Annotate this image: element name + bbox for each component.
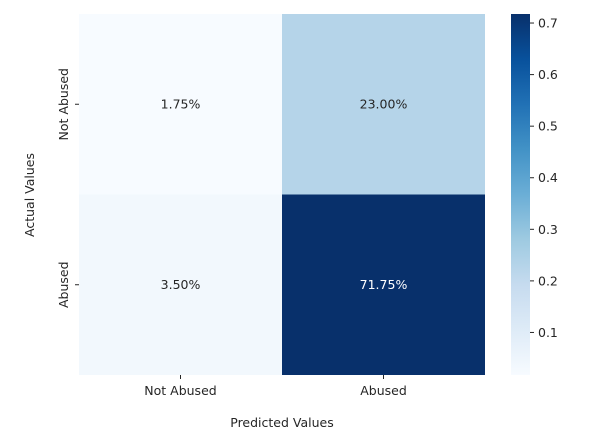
x-axis-ticks: Not Abused Abused <box>144 375 407 398</box>
cell-value-label: 1.75% <box>161 96 201 111</box>
colorbar-tick-label: 0.3 <box>538 222 558 237</box>
colorbar-tick-label: 0.2 <box>538 273 558 288</box>
heatmap-cell <box>79 194 282 375</box>
colorbar <box>511 14 530 375</box>
x-axis-label: Predicted Values <box>230 415 334 430</box>
colorbar-tick-label: 0.1 <box>538 325 558 340</box>
heatmap-cell <box>282 14 485 195</box>
y-axis-ticks: Not Abused Abused <box>56 68 79 308</box>
cell-value-label: 71.75% <box>360 277 408 292</box>
heatmap-cell-labels: 1.75% 23.00% 3.50% 71.75% <box>161 96 408 292</box>
colorbar-ticks: 0.1 0.2 0.3 0.4 0.5 0.6 0.7 <box>530 16 558 340</box>
x-tick-label: Abused <box>360 383 407 398</box>
heatmap-cell <box>282 194 485 375</box>
heatmap-cell <box>79 14 282 195</box>
colorbar-tick-label: 0.4 <box>538 170 558 185</box>
x-tick-label: Not Abused <box>144 383 216 398</box>
cell-value-label: 3.50% <box>161 277 201 292</box>
colorbar-tick-label: 0.6 <box>538 67 558 82</box>
y-tick-label: Abused <box>56 261 71 308</box>
y-axis-label: Actual Values <box>22 153 37 237</box>
colorbar-tick-label: 0.5 <box>538 119 558 134</box>
y-tick-label: Not Abused <box>56 68 71 140</box>
cell-value-label: 23.00% <box>360 96 408 111</box>
heatmap-cells <box>79 14 485 375</box>
colorbar-tick-label: 0.7 <box>538 16 558 31</box>
